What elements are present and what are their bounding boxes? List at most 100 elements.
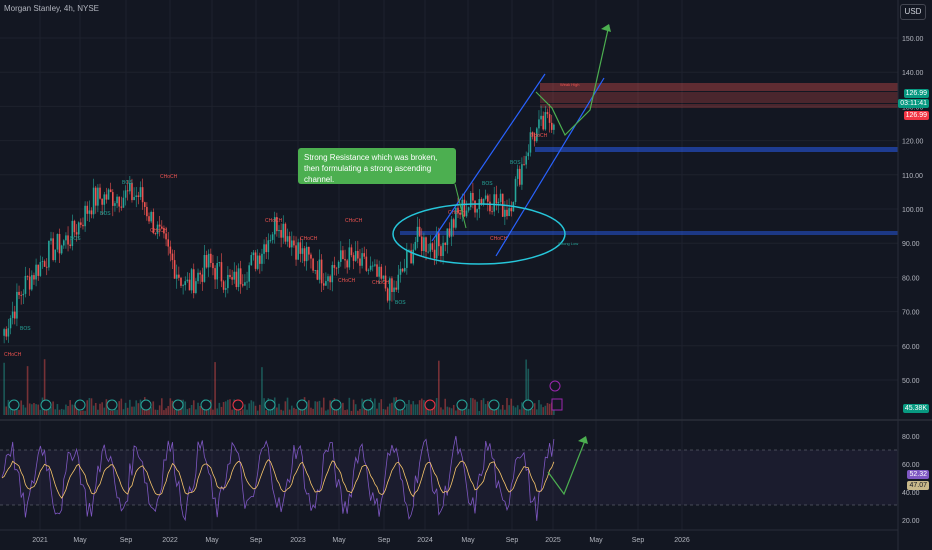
volume-bar (499, 409, 502, 415)
volume-bar (408, 399, 410, 415)
volume-bar (403, 409, 406, 415)
volume-bar (197, 402, 199, 415)
candle-body (297, 242, 299, 260)
candle-body (241, 284, 244, 286)
candle-body (499, 193, 502, 202)
volume-bar (429, 410, 432, 415)
earnings-marker[interactable] (394, 399, 406, 411)
earnings-marker[interactable] (232, 399, 244, 411)
resistance-zone-2 (540, 92, 898, 103)
rsi-value-tag: 52.32 (907, 470, 929, 479)
volume-bar (256, 410, 259, 415)
future-event-marker (549, 380, 561, 392)
candle-body (244, 282, 246, 286)
candle-body (265, 244, 268, 253)
earnings-marker[interactable] (424, 399, 436, 411)
candle-body (107, 189, 110, 200)
volume-bar (133, 406, 135, 415)
candle-body (312, 258, 314, 271)
structure-label: CHoCH (345, 218, 363, 224)
earnings-marker[interactable] (264, 399, 276, 411)
volume-bar (109, 410, 112, 415)
volume-bar (459, 406, 461, 415)
channel-bottom (495, 77, 605, 257)
candle-body (354, 250, 357, 261)
candle-body (178, 274, 180, 278)
candle-body (120, 206, 123, 208)
volume-bar (465, 403, 468, 415)
candle-body (48, 240, 50, 268)
volume-bar (525, 359, 527, 415)
volume-bar (261, 367, 263, 415)
time-tick: 2022 (162, 537, 178, 544)
volume-bar (420, 398, 423, 415)
earnings-marker[interactable] (522, 399, 534, 411)
candle-body (269, 239, 272, 241)
volume-bar (252, 401, 255, 415)
earnings-marker[interactable] (8, 399, 20, 411)
candle-body (188, 279, 191, 291)
candle-body (218, 262, 221, 264)
candle-body (527, 152, 530, 157)
earnings-marker[interactable] (488, 399, 500, 411)
volume-bar (7, 399, 10, 415)
candle-body (62, 240, 65, 246)
candle-body (442, 242, 444, 256)
candle-body (45, 266, 48, 268)
candle-body (18, 291, 20, 296)
candle-body (412, 249, 415, 264)
candle-body (544, 112, 547, 130)
earnings-marker[interactable] (296, 399, 308, 411)
candle-body (538, 119, 540, 129)
volume-bar (182, 399, 184, 415)
rsi-ma-tag: 47.07 (907, 481, 929, 490)
candle-body (506, 209, 508, 217)
volume-bar (152, 401, 155, 415)
earnings-marker[interactable] (106, 399, 118, 411)
candle-body (301, 248, 304, 254)
time-tick: Sep (632, 537, 645, 544)
earnings-marker[interactable] (200, 399, 212, 411)
volume-bar (231, 409, 233, 415)
candle-body (60, 245, 63, 254)
candle-body (529, 132, 532, 153)
earnings-marker[interactable] (40, 399, 52, 411)
rsi-line (1, 435, 555, 522)
candle-body (333, 265, 336, 268)
candle-body (420, 236, 423, 251)
currency-button[interactable]: USD (900, 4, 926, 20)
earnings-marker[interactable] (74, 399, 86, 411)
candle-body (82, 224, 84, 227)
earnings-marker[interactable] (456, 399, 468, 411)
earnings-marker[interactable] (172, 399, 184, 411)
volume-bar (542, 407, 545, 415)
candle-body (516, 168, 519, 179)
volume-bar (410, 404, 412, 415)
earnings-marker[interactable] (362, 399, 374, 411)
candle-body (540, 115, 542, 120)
candle-body (474, 200, 476, 213)
volume-bar (442, 409, 444, 415)
breakout-ellipse (392, 203, 566, 265)
volume-bar (501, 404, 504, 415)
candle-body (365, 256, 368, 271)
volume-bar (103, 407, 106, 415)
candle-body (376, 264, 378, 277)
candle-body (286, 236, 289, 242)
volume-bar (463, 410, 466, 415)
candle-body (344, 259, 346, 261)
candle-body (227, 274, 229, 289)
candle-body (476, 209, 478, 213)
candle-body (308, 246, 310, 255)
strong-low-label: Strong Low (558, 241, 578, 246)
volume-bar (440, 407, 442, 415)
rsi-ma-line (1, 459, 555, 499)
candle-body (374, 264, 376, 266)
earnings-marker[interactable] (140, 399, 152, 411)
volume-bar (491, 410, 493, 415)
earnings-marker[interactable] (330, 399, 342, 411)
candle-body (303, 248, 306, 262)
structure-label: BOS (510, 160, 521, 166)
volume-bar (28, 403, 31, 415)
